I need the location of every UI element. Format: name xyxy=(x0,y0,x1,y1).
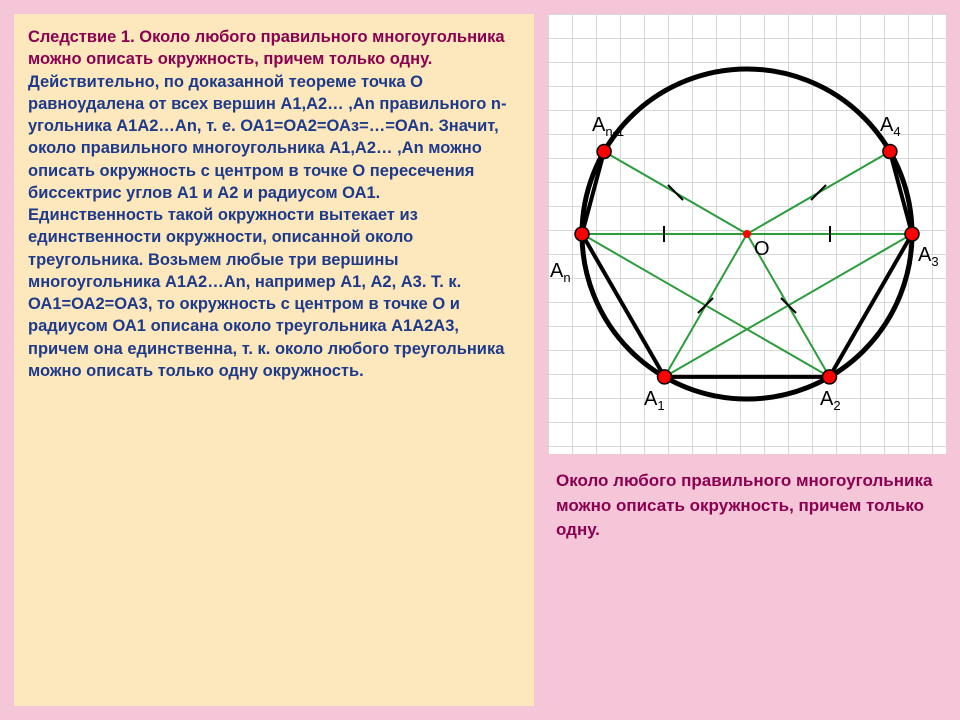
vertex-label-an-1: An-1 xyxy=(592,114,624,139)
vertex-label-a1: A1 xyxy=(644,388,665,413)
theorem-panel: Следствие 1. Около любого правильного мн… xyxy=(14,14,534,706)
theorem-body: Действительно, по доказанной теореме точ… xyxy=(28,73,506,380)
center-label: O xyxy=(754,238,770,261)
vertex-label-a4: A4 xyxy=(880,114,901,139)
polygon-diagram xyxy=(548,14,946,454)
radius-ticks xyxy=(664,185,830,313)
theorem-title: Следствие 1. Около любого правильного мн… xyxy=(28,28,505,68)
radii-lines xyxy=(582,152,912,377)
polygon-edges xyxy=(582,152,912,377)
vertex-label-a3: A3 xyxy=(918,244,939,269)
vertex-label-a2: A2 xyxy=(820,388,841,413)
center-point xyxy=(743,230,751,238)
figure-caption: Около любого правильного многоугольникам… xyxy=(556,469,936,543)
vertex-label-an: An xyxy=(550,260,571,285)
extra-diagonals xyxy=(582,234,912,377)
figure-area: An-1 An A1 A2 A3 A4 O Около любого прави… xyxy=(548,14,946,706)
